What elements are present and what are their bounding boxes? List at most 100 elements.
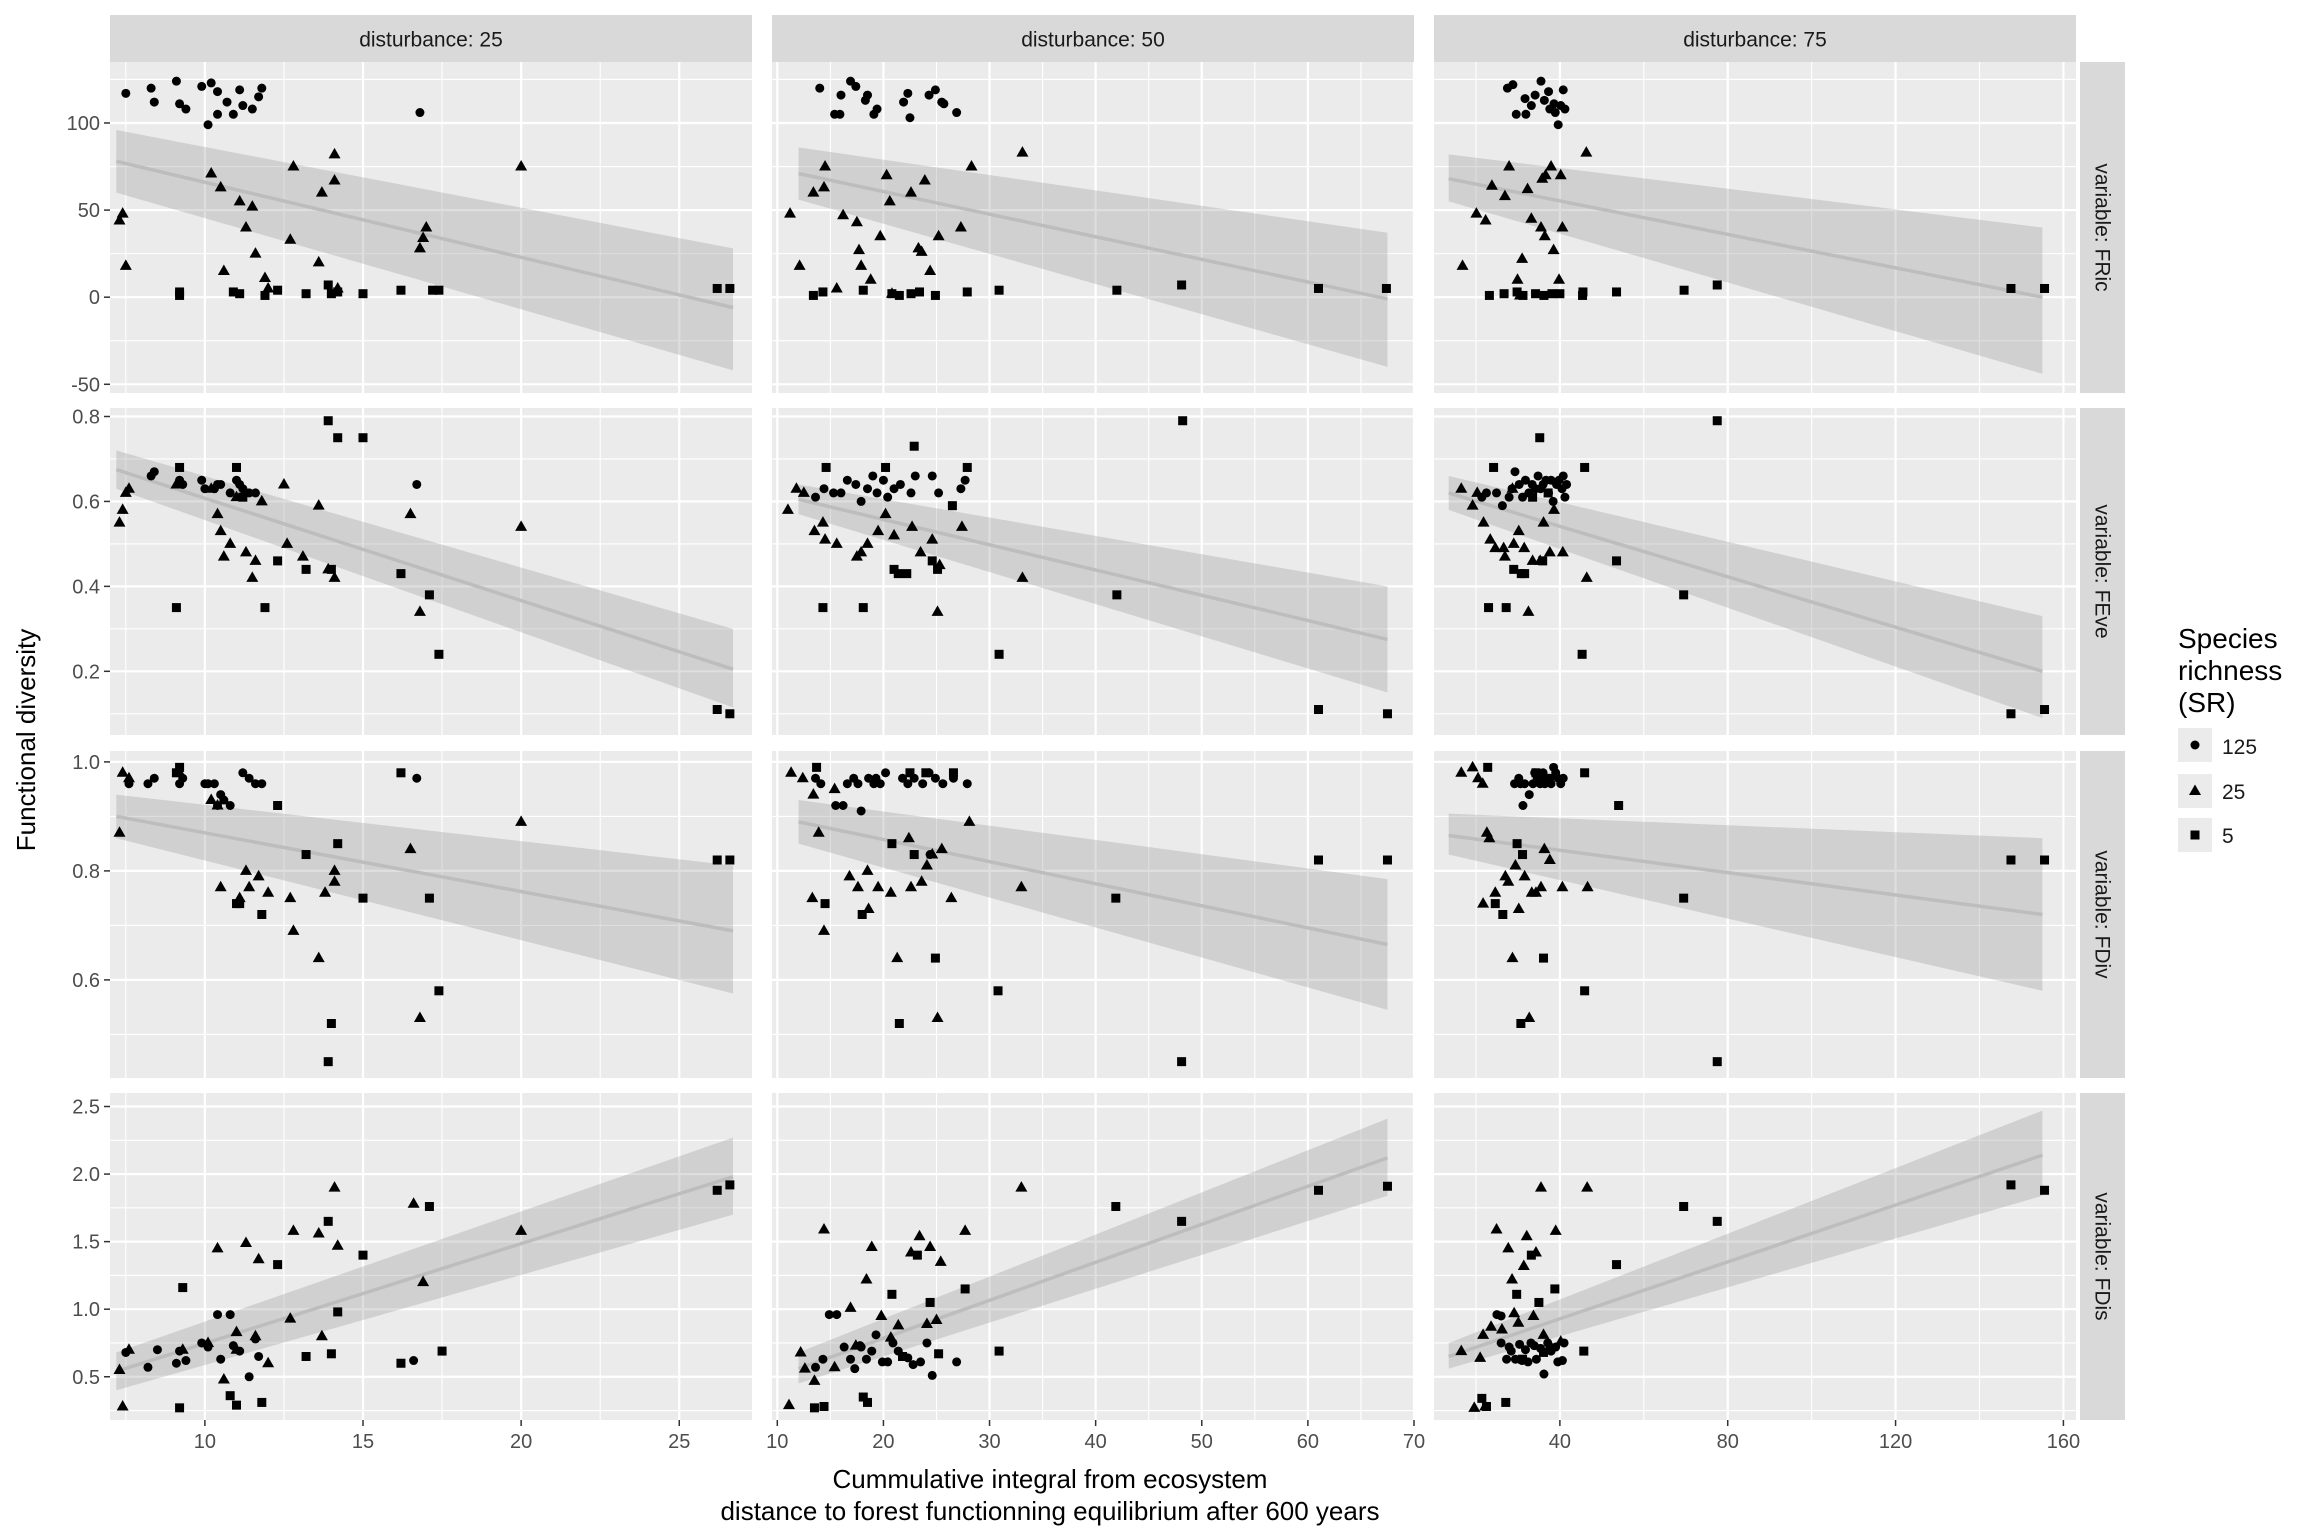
point-sr-5 <box>1382 855 1392 865</box>
point-sr-5 <box>1679 1202 1689 1212</box>
panel-grid <box>110 751 752 1078</box>
point-sr-125 <box>856 806 866 816</box>
point-sr-25 <box>214 180 227 192</box>
point-sr-125 <box>927 471 937 481</box>
point-sr-5 <box>1498 910 1508 919</box>
point-sr-25 <box>1484 533 1497 544</box>
point-sr-25 <box>217 264 230 276</box>
point-sr-25 <box>844 1301 857 1312</box>
point-sr-125 <box>225 488 235 498</box>
panel-grid <box>110 1093 752 1420</box>
point-sr-25 <box>793 259 806 270</box>
point-sr-25 <box>790 482 803 493</box>
point-sr-125 <box>903 88 913 98</box>
point-sr-125 <box>1558 471 1568 481</box>
point-sr-125 <box>143 1362 153 1372</box>
point-sr-25 <box>328 147 341 159</box>
point-sr-125 <box>1492 488 1502 498</box>
point-sr-25 <box>1489 886 1502 897</box>
point-sr-25 <box>243 880 256 892</box>
point-sr-5 <box>1516 1019 1526 1028</box>
point-sr-5 <box>333 839 343 849</box>
point-sr-125 <box>863 90 873 100</box>
point-sr-25 <box>965 160 978 171</box>
panel-points <box>1455 1180 2050 1412</box>
point-sr-25 <box>806 891 819 903</box>
point-sr-5 <box>396 569 406 579</box>
point-sr-25 <box>963 815 976 826</box>
point-sr-25 <box>262 886 275 897</box>
point-sr-25 <box>417 1275 430 1287</box>
point-sr-25 <box>920 1317 933 1329</box>
legend-key-circle <box>2190 740 2200 750</box>
point-sr-5 <box>912 1250 922 1260</box>
column-strip-label: disturbance: 50 <box>1021 29 1165 52</box>
point-sr-25 <box>1518 541 1531 553</box>
point-sr-5 <box>1539 1347 1549 1357</box>
point-sr-5 <box>925 1297 935 1307</box>
point-sr-5 <box>1531 768 1541 778</box>
point-sr-5 <box>1612 287 1622 297</box>
regression-line <box>797 1156 1389 1371</box>
point-sr-125 <box>819 484 829 494</box>
point-sr-125 <box>906 488 916 498</box>
regression-line <box>115 1175 734 1374</box>
point-sr-25 <box>1472 771 1485 783</box>
row-strips: variable: FRic variable: FEve variable: FD… <box>2080 62 2125 1420</box>
point-sr-125 <box>930 773 940 783</box>
point-sr-5 <box>948 768 958 778</box>
regression-line <box>116 814 734 933</box>
legend-label-5: 5 <box>2222 825 2234 848</box>
point-sr-25 <box>1503 160 1516 171</box>
point-sr-25 <box>853 243 866 255</box>
legend: Species richness (SR) 125 25 5 <box>2178 623 2282 852</box>
point-sr-25 <box>872 880 885 892</box>
point-sr-5 <box>257 1397 267 1407</box>
point-sr-125 <box>149 97 159 107</box>
point-sr-5 <box>1712 1057 1722 1067</box>
point-sr-25 <box>312 951 325 963</box>
point-sr-25 <box>807 186 820 197</box>
point-sr-25 <box>905 880 918 892</box>
point-sr-125 <box>815 83 825 93</box>
point-sr-125 <box>856 496 866 506</box>
point-sr-5 <box>434 986 444 996</box>
point-sr-125 <box>868 471 878 481</box>
point-sr-25 <box>328 571 341 582</box>
point-sr-5 <box>712 1185 722 1195</box>
point-sr-5 <box>232 462 242 472</box>
point-sr-5 <box>1111 893 1121 903</box>
point-sr-5 <box>1577 649 1587 659</box>
point-sr-25 <box>1509 858 1522 870</box>
point-sr-125 <box>952 1357 962 1367</box>
point-sr-125 <box>861 1354 871 1364</box>
panel-points <box>785 762 1392 1067</box>
point-sr-25 <box>287 1224 300 1235</box>
column-strip <box>772 15 1414 62</box>
point-sr-25 <box>798 1362 811 1373</box>
point-sr-25 <box>1468 1401 1481 1412</box>
x-tick-label: 80 <box>1717 1431 1739 1453</box>
point-sr-25 <box>319 886 332 897</box>
panel-points <box>1456 76 2050 300</box>
panel-grid <box>1434 408 2076 735</box>
point-sr-5 <box>235 899 245 909</box>
point-sr-25 <box>874 229 887 241</box>
point-sr-5 <box>2040 1185 2050 1195</box>
point-sr-125 <box>250 779 260 789</box>
point-sr-5 <box>858 603 868 613</box>
point-sr-25 <box>1498 189 1511 201</box>
point-sr-125 <box>836 90 846 100</box>
point-sr-25 <box>1455 1344 1468 1356</box>
point-sr-125 <box>1515 1339 1525 1349</box>
point-sr-125 <box>149 467 159 477</box>
point-sr-25 <box>1518 869 1531 881</box>
point-sr-25 <box>797 486 810 497</box>
point-sr-25 <box>1553 273 1566 284</box>
point-sr-25 <box>864 273 877 284</box>
point-sr-5 <box>725 283 735 293</box>
point-sr-25 <box>812 826 825 837</box>
point-sr-5 <box>947 501 957 511</box>
point-sr-5 <box>962 462 972 472</box>
